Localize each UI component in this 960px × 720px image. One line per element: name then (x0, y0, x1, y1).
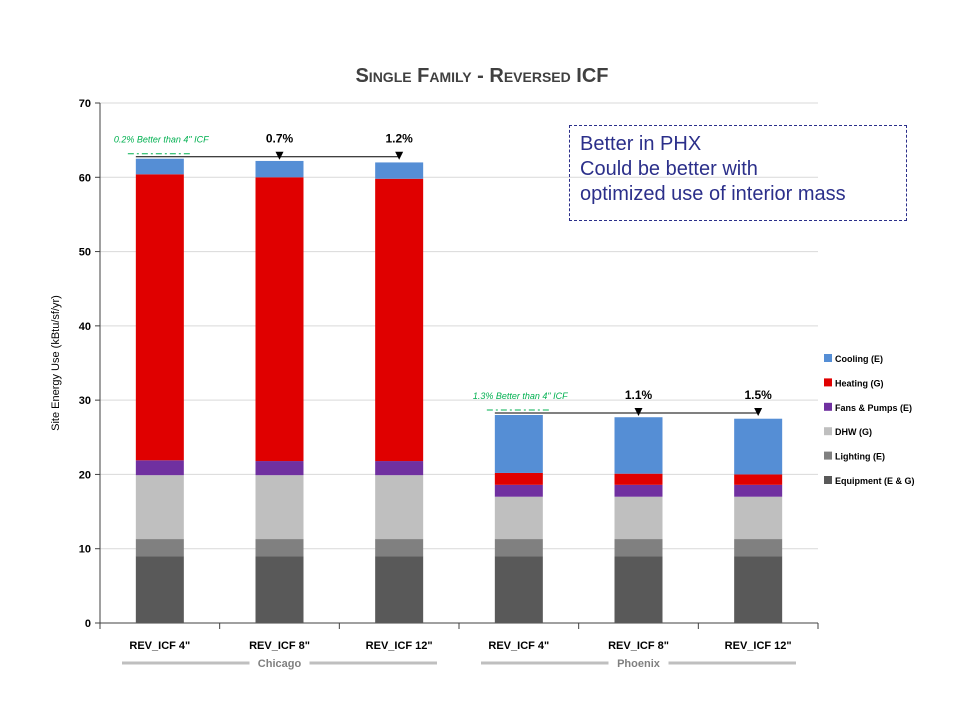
pointer-arrow (634, 408, 643, 416)
legend: Cooling (E) Heating (G) Fans & Pumps (E) DH… (824, 354, 915, 486)
bar-segment (135, 556, 184, 623)
bar-segment (494, 415, 543, 473)
bar-segment (614, 473, 663, 485)
legend-swatch (824, 427, 832, 436)
y-tick-label: 10 (79, 544, 91, 556)
bar-segment (255, 556, 304, 623)
y-tick-label: 60 (79, 172, 91, 184)
bar-segment (734, 556, 783, 623)
bar-segment (494, 484, 543, 497)
bar-segment (255, 160, 304, 178)
legend-label: DHW (G) (835, 427, 872, 437)
bar-segment (494, 472, 543, 485)
y-tick-label: 70 (79, 98, 91, 110)
baseline-note: 0.2% Better than 4" ICF (114, 135, 209, 145)
bar-segment (375, 162, 424, 179)
legend-label: Cooling (E) (835, 354, 883, 364)
pointer-arrow (395, 151, 404, 160)
bar-segment (135, 539, 184, 557)
bar-segment (375, 475, 424, 540)
annotations: 0.2% Better than 4" ICF 0.7% 1.2% 1.3% Bett… (114, 132, 772, 416)
y-tick-label: 30 (79, 395, 91, 407)
callout-line-1: Better in PHX (580, 133, 702, 155)
bar-segment (255, 177, 304, 462)
legend-swatch (824, 378, 832, 387)
legend-swatch (824, 476, 832, 484)
x-tick-label: REV_ICF 12" (366, 640, 433, 652)
y-tick-label: 20 (79, 469, 91, 481)
y-tick-label: 40 (79, 321, 91, 333)
y-gridlines (100, 102, 818, 550)
pointer-arrow (275, 151, 284, 160)
percent-label: 1.2% (385, 132, 413, 146)
bar-segment (734, 418, 783, 475)
bar-segment (614, 556, 663, 623)
legend-label: Heating (G) (835, 378, 884, 388)
legend-swatch (824, 354, 832, 362)
x-tick-label: REV_ICF 8" (249, 640, 310, 652)
x-tick-label: REV_ICF 12" (725, 640, 792, 652)
bar-segment (135, 475, 184, 540)
legend-label: Fans & Pumps (E) (835, 403, 912, 413)
bar-segment (734, 496, 783, 540)
y-tick-label: 0 (85, 618, 91, 630)
bar-segment (494, 539, 543, 557)
legend-swatch (824, 402, 832, 411)
percent-label: 1.1% (625, 388, 653, 402)
x-tick-label: REV_ICF 4" (129, 640, 190, 652)
group-label: Phoenix (617, 658, 661, 670)
bar-segment (734, 474, 783, 485)
bar-segment (734, 539, 783, 557)
chart-title: Single Family - Reversed ICF (355, 65, 608, 87)
y-tick-label: 50 (79, 247, 91, 259)
bar-segment (135, 158, 184, 175)
bar-segment (255, 461, 304, 476)
bar-segment (614, 496, 663, 540)
bar-segment (614, 539, 663, 557)
bar-segment (375, 556, 424, 623)
x-tick-label: REV_ICF 8" (608, 640, 669, 652)
bar-segment (255, 475, 304, 540)
percent-label: 1.5% (744, 388, 772, 402)
bar-segment (375, 461, 424, 476)
pointer-arrow (754, 408, 763, 416)
percent-label: 0.7% (266, 132, 294, 146)
bar-segment (494, 496, 543, 540)
bar-segment (614, 417, 663, 474)
bars (135, 158, 783, 623)
callout-note: Better in PHX Could be better with optim… (569, 125, 907, 221)
callout-line-3: optimized use of interior mass (580, 183, 846, 205)
bar-segment (375, 178, 424, 462)
x-tick-label: REV_ICF 4" (488, 640, 549, 652)
legend-swatch (824, 451, 832, 460)
legend-label: Lighting (E) (835, 452, 885, 462)
x-axis: REV_ICF 4" REV_ICF 8" REV_ICF 12" REV_ICF 4… (99, 623, 819, 670)
bar-segment (255, 539, 304, 557)
legend-label: Equipment (E & G) (835, 476, 915, 486)
y-axis-label: Site Energy Use (kBtu/sf/yr) (50, 295, 62, 431)
bar-segment (135, 460, 184, 476)
bar-segment (734, 484, 783, 497)
bar-segment (375, 539, 424, 557)
bar-segment (135, 174, 184, 461)
baseline-note: 1.3% Better than 4" ICF (473, 391, 568, 401)
callout-line-2: Could be better with (580, 158, 758, 180)
bar-segment (614, 484, 663, 497)
group-label: Chicago (258, 658, 302, 670)
bar-segment (494, 556, 543, 623)
